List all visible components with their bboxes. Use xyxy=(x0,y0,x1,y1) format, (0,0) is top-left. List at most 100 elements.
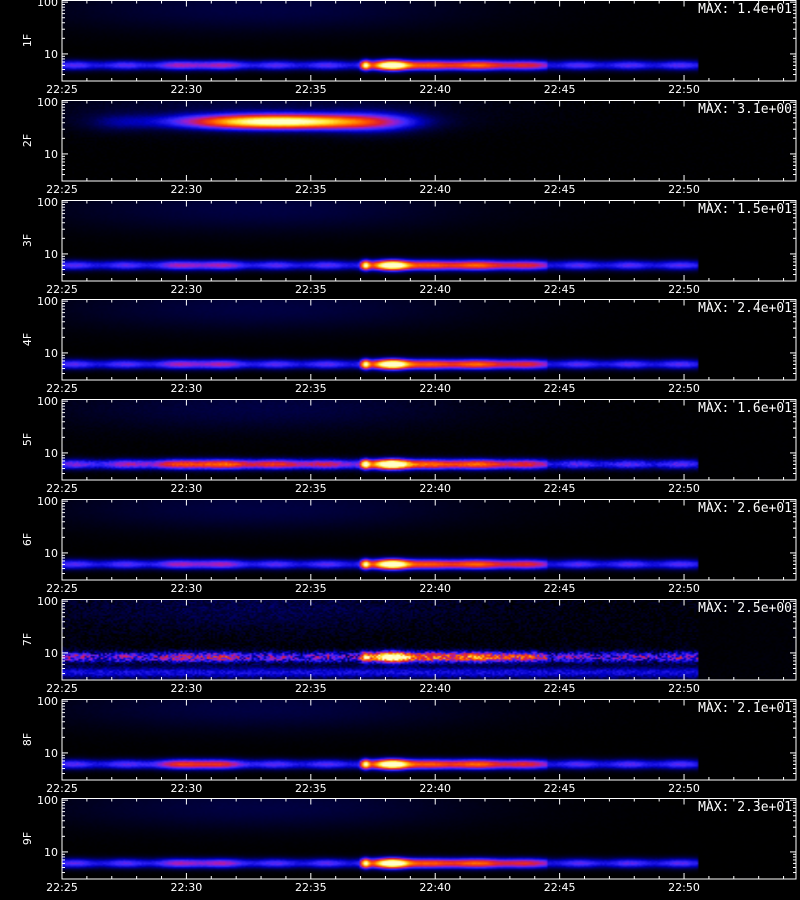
spectrogram-panel-5f: 22:25 22:30 22:35 22:40 22:45 22:50 10 100 5F MAX… xyxy=(0,395,800,499)
x-tick-label: 22:25 xyxy=(46,183,78,196)
x-tick-label: 22:40 xyxy=(419,83,451,96)
plot-frame xyxy=(61,499,797,581)
y-tick-label: 100 xyxy=(37,0,58,9)
heatmap-image xyxy=(62,399,796,480)
x-tick-label: 22:35 xyxy=(295,582,327,595)
spectrogram-panel-4f: 22:25 22:30 22:35 22:40 22:45 22:50 10 100 4F MAX… xyxy=(0,295,800,399)
plot-frame xyxy=(61,0,797,82)
panel-label: 1F xyxy=(21,34,34,47)
x-tick-label: 22:30 xyxy=(171,482,203,495)
x-tick-label: 22:30 xyxy=(171,682,203,695)
x-tick-label: 22:35 xyxy=(295,782,327,795)
x-tick-label: 22:45 xyxy=(544,482,576,495)
y-tick-label: 10 xyxy=(44,747,58,760)
x-tick-label: 22:50 xyxy=(668,482,700,495)
heatmap-image xyxy=(62,798,796,879)
plot-frame xyxy=(61,299,797,381)
max-annotation: MAX: 1.6e+01 xyxy=(698,401,792,416)
panel-plot: 22:25 22:30 22:35 22:40 22:45 22:50 10 100 7F MAX… xyxy=(21,595,797,695)
x-tick-label: 22:50 xyxy=(668,382,700,395)
x-tick-label: 22:30 xyxy=(171,183,203,196)
x-tick-label: 22:40 xyxy=(419,582,451,595)
x-tick-label: 22:30 xyxy=(171,83,203,96)
panel-plot: 22:25 22:30 22:35 22:40 22:45 22:50 10 100 3F MAX… xyxy=(21,196,797,296)
max-annotation: MAX: 2.6e+01 xyxy=(698,501,792,516)
spectrogram-panel-8f: 22:25 22:30 22:35 22:40 22:45 22:50 10 100 8F MAX… xyxy=(0,695,800,799)
x-tick-label: 22:40 xyxy=(419,283,451,296)
x-tick-label: 22:30 xyxy=(171,582,203,595)
y-tick-label: 10 xyxy=(44,48,58,61)
x-tick-label: 22:50 xyxy=(668,582,700,595)
max-annotation: MAX: 2.5e+00 xyxy=(698,601,792,616)
max-annotation: MAX: 2.1e+01 xyxy=(698,701,792,716)
y-tick-label: 10 xyxy=(44,347,58,360)
y-tick-label: 100 xyxy=(37,495,58,508)
y-tick-label: 100 xyxy=(37,794,58,807)
x-tick-label: 22:35 xyxy=(295,283,327,296)
x-tick-label: 22:30 xyxy=(171,782,203,795)
x-tick-label: 22:35 xyxy=(295,183,327,196)
y-tick-label: 100 xyxy=(37,395,58,408)
x-tick-label: 22:50 xyxy=(668,782,700,795)
x-tick-label: 22:50 xyxy=(668,881,700,894)
y-tick-label: 10 xyxy=(44,547,58,560)
x-tick-label: 22:50 xyxy=(668,283,700,296)
x-tick-label: 22:25 xyxy=(46,482,78,495)
spectrogram-panel-6f: 22:25 22:30 22:35 22:40 22:45 22:50 10 100 6F MAX… xyxy=(0,495,800,599)
y-tick-label: 10 xyxy=(44,248,58,261)
y-tick-label: 10 xyxy=(44,846,58,859)
x-tick-label: 22:25 xyxy=(46,582,78,595)
x-tick-label: 22:45 xyxy=(544,881,576,894)
x-tick-label: 22:50 xyxy=(668,183,700,196)
heatmap-image xyxy=(62,699,796,780)
spectrogram-panel-7f: 22:25 22:30 22:35 22:40 22:45 22:50 10 100 7F MAX… xyxy=(0,595,800,699)
plot-frame xyxy=(61,200,797,282)
heatmap-image xyxy=(62,100,796,181)
x-tick-label: 22:25 xyxy=(46,283,78,296)
panel-plot: 22:25 22:30 22:35 22:40 22:45 22:50 10 100 1F MAX… xyxy=(21,0,797,96)
panel-plot: 22:25 22:30 22:35 22:40 22:45 22:50 10 100 8F MAX… xyxy=(21,695,797,795)
panel-label: 7F xyxy=(21,633,34,646)
y-tick-label: 100 xyxy=(37,196,58,209)
x-tick-label: 22:30 xyxy=(171,881,203,894)
panel-plot: 22:25 22:30 22:35 22:40 22:45 22:50 10 100 2F MAX… xyxy=(21,96,797,196)
x-tick-label: 22:45 xyxy=(544,183,576,196)
panel-label: 5F xyxy=(21,433,34,446)
x-tick-label: 22:45 xyxy=(544,283,576,296)
y-tick-label: 10 xyxy=(44,148,58,161)
heatmap-image xyxy=(62,200,796,281)
x-tick-label: 22:45 xyxy=(544,782,576,795)
y-tick-label: 100 xyxy=(37,295,58,308)
x-tick-label: 22:25 xyxy=(46,782,78,795)
x-tick-label: 22:25 xyxy=(46,682,78,695)
x-tick-label: 22:35 xyxy=(295,83,327,96)
x-tick-label: 22:35 xyxy=(295,682,327,695)
spectrogram-panel-9f: 22:25 22:30 22:35 22:40 22:45 22:50 10 100 9F MAX… xyxy=(0,794,800,898)
panel-plot: 22:25 22:30 22:35 22:40 22:45 22:50 10 100 4F MAX… xyxy=(21,295,797,395)
x-tick-label: 22:45 xyxy=(544,582,576,595)
max-annotation: MAX: 1.5e+01 xyxy=(698,202,792,217)
spectrogram-panel-3f: 22:25 22:30 22:35 22:40 22:45 22:50 10 100 3F MAX… xyxy=(0,196,800,300)
x-tick-label: 22:45 xyxy=(544,83,576,96)
x-tick-label: 22:40 xyxy=(419,881,451,894)
x-tick-label: 22:40 xyxy=(419,682,451,695)
max-annotation: MAX: 3.1e+00 xyxy=(698,102,792,117)
y-tick-label: 100 xyxy=(37,595,58,608)
y-tick-label: 10 xyxy=(44,647,58,660)
x-tick-label: 22:50 xyxy=(668,682,700,695)
max-annotation: MAX: 1.4e+01 xyxy=(698,2,792,17)
x-tick-label: 22:45 xyxy=(544,682,576,695)
y-tick-label: 10 xyxy=(44,447,58,460)
x-tick-label: 22:25 xyxy=(46,83,78,96)
spectrogram-panel-1f: 22:25 22:30 22:35 22:40 22:45 22:50 10 100 1F MAX… xyxy=(0,0,800,100)
heatmap-image xyxy=(62,499,796,580)
x-tick-label: 22:45 xyxy=(544,382,576,395)
max-annotation: MAX: 2.3e+01 xyxy=(698,800,792,815)
max-annotation: MAX: 2.4e+01 xyxy=(698,301,792,316)
plot-frame xyxy=(61,599,797,681)
x-tick-label: 22:40 xyxy=(419,482,451,495)
x-tick-label: 22:35 xyxy=(295,482,327,495)
x-tick-label: 22:30 xyxy=(171,283,203,296)
x-tick-label: 22:25 xyxy=(46,382,78,395)
